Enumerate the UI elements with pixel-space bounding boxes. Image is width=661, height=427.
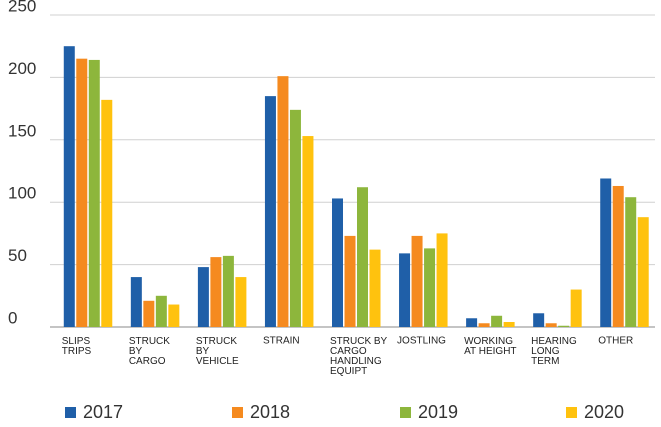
bar: [570, 289, 582, 327]
bar: [369, 249, 381, 327]
bar: [289, 109, 301, 328]
bar: [277, 76, 289, 327]
bar: [168, 304, 180, 327]
bar: [478, 323, 490, 327]
bar: [130, 277, 142, 327]
bar: [600, 178, 612, 327]
x-tick-label: STRUCK BY CARGO HANDLING EQUIPT: [330, 336, 388, 377]
legend-label: 2018: [250, 402, 290, 422]
bar: [101, 99, 113, 327]
bar: [63, 46, 75, 327]
x-tick-label: OTHER: [598, 336, 633, 347]
bar: [491, 315, 503, 327]
y-tick-label: 0: [8, 308, 17, 327]
bar: [357, 187, 368, 327]
x-tick-label: STRAIN: [263, 336, 300, 347]
legend-swatch: [232, 407, 243, 418]
bar: [503, 322, 515, 327]
bar: [399, 253, 411, 327]
bar: [76, 58, 88, 328]
y-tick-label: 250: [8, 0, 36, 15]
legend-swatch: [65, 407, 76, 418]
bar: [155, 295, 167, 327]
y-tick-label: 50: [8, 246, 27, 265]
bar: [88, 59, 100, 327]
x-tick-label: WORKING AT HEIGHT: [464, 336, 516, 357]
y-tick-label: 200: [8, 59, 36, 78]
bar: [612, 185, 624, 327]
legend-label: 2019: [418, 402, 458, 422]
bar: [344, 235, 356, 327]
x-tick-label: STRUCK BY VEHICLE: [196, 336, 239, 367]
bar: [210, 257, 222, 327]
bar: [264, 96, 276, 328]
bar: [222, 255, 234, 327]
bar: [436, 233, 448, 327]
bar: [637, 217, 649, 327]
bar: [143, 300, 155, 327]
x-tick-label: SLIPS TRIPS: [62, 336, 92, 357]
bar: [533, 313, 545, 327]
legend-swatch: [400, 407, 411, 418]
bar: [424, 248, 436, 327]
bar: [235, 277, 247, 327]
legend-swatch: [566, 407, 577, 418]
bar: [466, 318, 478, 327]
y-tick-label: 150: [8, 121, 36, 140]
y-tick-label: 100: [8, 184, 36, 203]
bar: [411, 235, 423, 327]
legend-label: 2020: [584, 402, 624, 422]
bar: [197, 267, 209, 327]
x-tick-label: HEARING LONG TERM: [531, 336, 577, 367]
x-tick-label: STRUCK BY CARGO: [129, 336, 170, 367]
legend-label: 2017: [83, 402, 123, 422]
bar: [332, 198, 343, 327]
bar: [558, 325, 570, 327]
x-tick-label: JOSTLING: [397, 336, 446, 347]
bar: [625, 197, 637, 327]
bar: [545, 323, 557, 327]
bar: [302, 136, 314, 327]
